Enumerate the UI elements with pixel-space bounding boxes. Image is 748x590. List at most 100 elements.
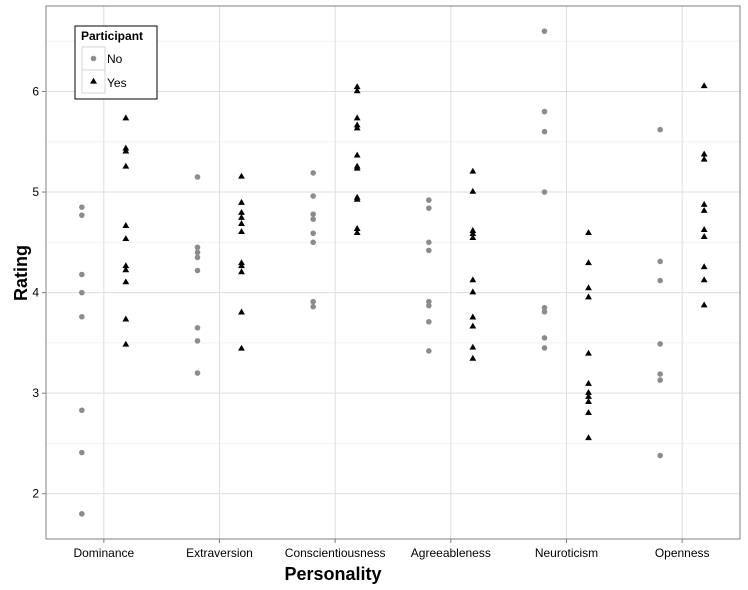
data-point-yes — [122, 147, 130, 154]
data-point-yes — [469, 230, 477, 236]
data-point-no — [194, 325, 201, 331]
data-point-no — [310, 298, 316, 305]
data-point-no — [310, 193, 316, 199]
data-point-yes — [585, 284, 592, 291]
data-point-yes — [238, 208, 245, 215]
data-point-no — [426, 302, 432, 309]
y-tick-label: 2 — [32, 487, 39, 501]
data-point-no — [657, 452, 663, 459]
data-point-yes — [469, 234, 477, 241]
data-point-yes — [585, 259, 592, 266]
data-point-no — [657, 341, 663, 347]
data-point-yes — [700, 200, 708, 207]
y-tick-label: 5 — [32, 185, 39, 199]
data-point-no — [657, 377, 663, 383]
data-point-yes — [238, 259, 245, 266]
data-point-yes — [469, 322, 477, 329]
data-point-yes — [122, 222, 130, 228]
data-point-yes — [469, 227, 477, 233]
data-point-no — [426, 197, 432, 203]
legend-label-no: No — [107, 52, 123, 66]
data-point-no — [541, 108, 548, 115]
x-axis-title: Personality — [284, 564, 381, 584]
legend-marker-no — [90, 55, 97, 62]
x-tick-label: Conscientiousness — [285, 546, 386, 560]
data-point-no — [657, 258, 663, 265]
data-point-yes — [700, 82, 708, 89]
data-point-yes — [238, 213, 245, 220]
data-point-no — [194, 174, 201, 180]
data-point-no — [310, 216, 316, 222]
data-point-no — [310, 230, 316, 237]
data-point-yes — [122, 114, 130, 121]
data-point-yes — [238, 308, 245, 315]
data-point-yes — [353, 151, 361, 158]
data-point-no — [426, 205, 432, 211]
data-point-no — [194, 267, 201, 274]
data-point-yes — [585, 379, 592, 386]
x-tick-label: Agreeableness — [411, 546, 491, 560]
data-point-no — [541, 189, 548, 195]
data-point-yes — [700, 155, 708, 162]
data-point-yes — [700, 276, 708, 283]
data-point-yes — [700, 233, 708, 240]
data-point-yes — [469, 187, 477, 194]
data-point-no — [426, 348, 432, 354]
data-point-yes — [238, 220, 245, 226]
data-point-yes — [238, 268, 245, 275]
data-point-yes — [700, 263, 708, 270]
data-point-no — [79, 449, 85, 456]
data-point-no — [541, 304, 548, 311]
data-point-yes — [353, 229, 361, 235]
data-point-yes — [353, 121, 361, 128]
data-point-no — [79, 511, 85, 517]
data-point-no — [194, 370, 201, 376]
data-point-yes — [353, 195, 361, 202]
y-tick-label: 4 — [32, 286, 39, 300]
data-point-yes — [700, 206, 708, 213]
data-point-yes — [122, 144, 130, 151]
data-point-no — [426, 318, 432, 325]
data-point-yes — [469, 343, 477, 350]
data-point-yes — [122, 315, 130, 322]
data-point-no — [79, 204, 85, 210]
axes: 2 3 4 5 6 Dominance Extraversion Conscientiousn… — [32, 84, 709, 560]
data-point-no — [310, 170, 316, 176]
data-points — [79, 28, 708, 517]
data-point-yes — [122, 278, 130, 285]
data-point-no — [657, 371, 663, 377]
data-point-no — [79, 289, 85, 296]
data-point-no — [426, 239, 432, 246]
data-point-yes — [585, 398, 592, 404]
data-point-no — [79, 407, 85, 414]
data-point-yes — [469, 288, 477, 295]
data-point-no — [79, 313, 85, 320]
data-point-yes — [585, 409, 592, 416]
data-point-yes — [238, 172, 245, 179]
y-tick-label: 3 — [32, 386, 39, 400]
data-point-no — [194, 254, 201, 261]
data-point-no — [541, 345, 548, 351]
data-point-yes — [122, 262, 130, 269]
data-point-no — [79, 212, 85, 218]
legend-title: Participant — [81, 29, 143, 43]
legend-marker-yes — [90, 77, 97, 84]
data-point-yes — [469, 313, 477, 320]
data-point-yes — [700, 301, 708, 308]
data-point-yes — [353, 87, 361, 94]
data-point-no — [541, 28, 548, 34]
legend: Participant No Yes — [74, 25, 158, 100]
data-point-no — [657, 126, 663, 133]
data-point-yes — [238, 344, 245, 351]
plot-panel-border — [45, 5, 741, 540]
data-point-yes — [122, 235, 130, 242]
data-point-yes — [585, 392, 592, 399]
data-point-yes — [122, 340, 130, 347]
data-point-no — [194, 244, 201, 251]
data-point-no — [79, 271, 85, 278]
data-point-yes — [122, 162, 130, 169]
data-point-no — [310, 303, 316, 310]
y-axis-title: Rating — [11, 245, 31, 301]
data-point-no — [426, 298, 432, 305]
